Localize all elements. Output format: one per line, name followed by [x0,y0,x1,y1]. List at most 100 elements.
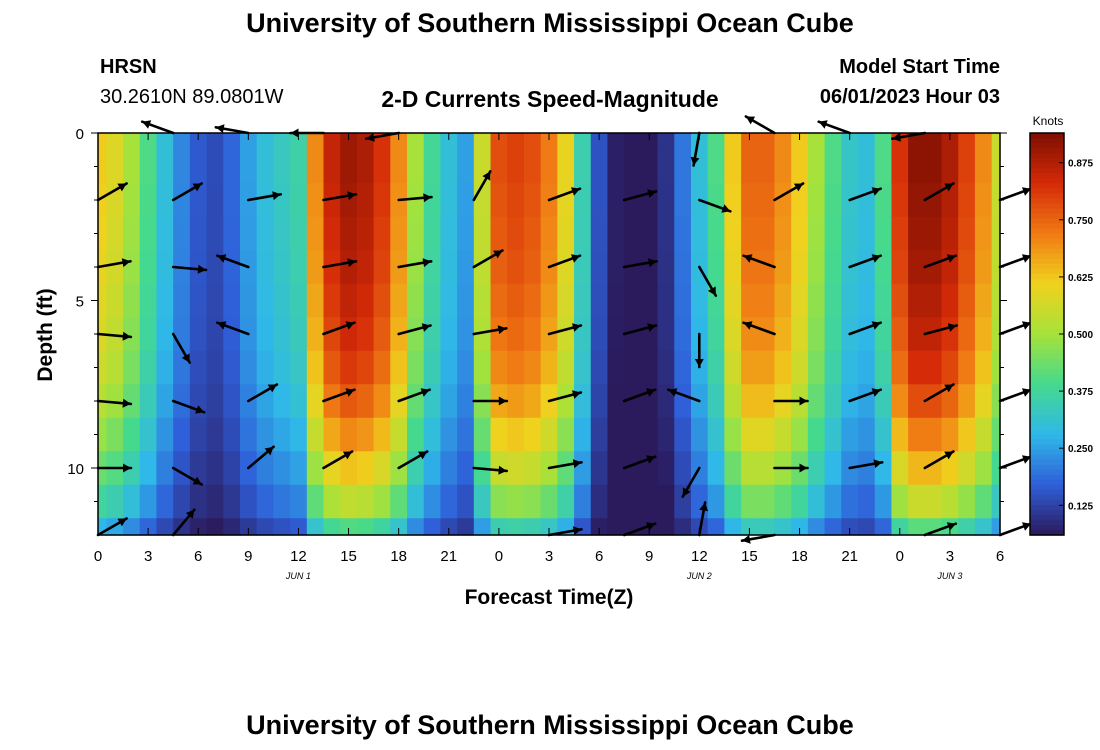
colorbar-swatch [1030,318,1064,325]
heatmap-cell [256,183,274,218]
heatmap-cell [874,484,893,519]
colorbar-swatch [1030,298,1064,305]
heatmap-cell [273,149,291,184]
heatmap-cell [473,250,492,285]
heatmap-cell [824,518,842,536]
heatmap-cell [991,451,1001,486]
arrow-head [1022,522,1031,531]
heatmap-cell [373,149,391,184]
arrow-head [347,191,356,201]
heatmap-cell [724,451,742,486]
arrow-head [342,451,353,460]
heatmap-cell [874,451,893,486]
heatmap-cell [757,384,776,419]
heatmap-cell [206,250,224,285]
heatmap-cell [941,484,959,519]
heatmap-cell [457,317,475,352]
heatmap-cell [306,216,325,251]
heatmap-cell [607,384,625,419]
heatmap-cell [356,518,375,536]
heatmap-cell [490,250,508,285]
heatmap-cell [156,149,174,184]
heatmap-cell [139,417,158,452]
heatmap-cell [239,149,258,184]
heatmap-cell [290,518,308,536]
current-arrow [171,264,208,274]
heatmap-cell [807,451,826,486]
heatmap-cell [908,384,926,419]
colorbar-swatch [1030,183,1064,189]
heatmap-cell [757,451,776,486]
heatmap-cell [340,451,358,486]
heatmap-cell [557,384,575,419]
heatmap-cell [574,216,592,251]
heatmap-cell [173,183,191,218]
heatmap-cell [724,149,742,184]
heatmap-cell [156,216,174,251]
x-tick-label: 6 [595,548,603,565]
heatmap-cell [156,384,174,419]
heatmap-cell [273,317,291,352]
arrow-head [347,258,356,268]
colorbar-swatch [1030,283,1064,290]
heatmap-cell [741,384,759,419]
heatmap-cell [523,350,542,385]
x-tick-label: 12 [290,548,307,565]
colorbar-swatch [1030,364,1064,370]
heatmap-cell [807,183,826,218]
heatmap-cell [590,183,609,218]
heatmap-cell [490,350,508,385]
heatmap-cell [123,317,141,352]
colorbar-swatch [1030,419,1064,426]
heatmap-cell [991,518,1001,536]
heatmap-cell [874,183,893,218]
heatmap-cell [173,283,191,318]
heatmap-cell [323,216,341,251]
heatmap-cell [273,283,291,318]
current-arrow [848,254,883,269]
x-tick-label: 6 [996,548,1004,565]
current-arrow [547,390,583,403]
current-arrow [247,383,279,403]
heatmap-cell [707,518,725,536]
heatmap-cell [206,350,224,385]
colorbar-swatch [1030,138,1064,144]
heatmap-cell [340,518,358,536]
heatmap-cell [273,518,291,536]
heatmap-cell [340,216,358,251]
heatmap-cell [323,484,341,519]
heatmap-cell [123,350,141,385]
colorbar-swatch [1030,409,1064,416]
heatmap-cell [356,451,375,486]
heatmap-cell [373,250,391,285]
heatmap-cell [991,317,1001,352]
arrow-head [422,258,432,268]
heatmap-cell [557,283,575,318]
heatmap-cell [858,484,876,519]
colorbar-swatch [1030,178,1064,184]
heatmap-cell [323,384,341,419]
current-arrow [472,249,504,269]
current-arrow [923,450,955,470]
heatmap-cell [674,216,692,251]
heatmap-cell [507,451,525,486]
heatmap-cell [189,350,208,385]
heatmap-cell [874,216,893,251]
heatmap-cell [891,149,909,184]
heatmap-cell [290,484,308,519]
current-arrow [96,463,133,473]
heatmap-cell [306,417,325,452]
heatmap-cell [306,484,325,519]
heatmap-cell [741,451,759,486]
heatmap-cell [507,484,525,519]
heatmap-cell [407,417,425,452]
heatmap-cell [98,350,107,385]
heatmap-cell [891,350,909,385]
heatmap-cell [290,451,308,486]
arrow-head [197,264,206,274]
heatmap-cell [757,216,776,251]
heatmap-cell [540,417,558,452]
model-start-time: 06/01/2023 Hour 03 [819,86,1000,108]
heatmap-cell [306,350,325,385]
heatmap-cell [807,484,826,519]
